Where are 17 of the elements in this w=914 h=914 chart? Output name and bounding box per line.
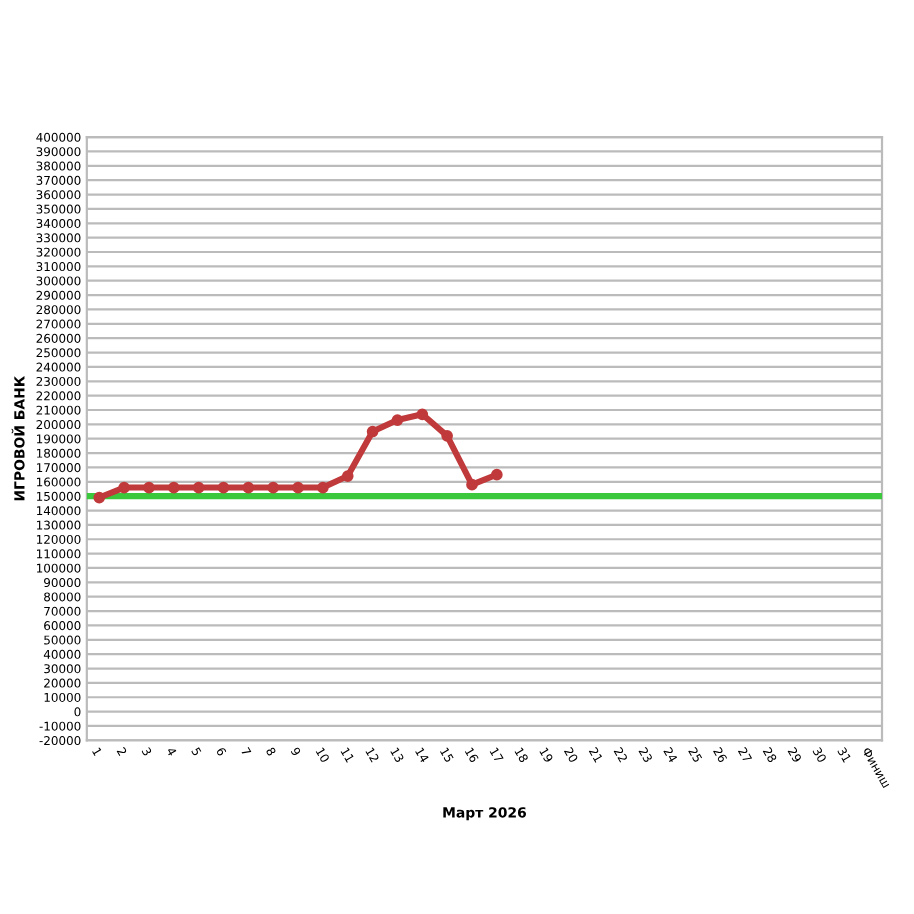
point	[93, 491, 106, 504]
point	[441, 430, 453, 442]
point	[242, 481, 255, 494]
point	[366, 425, 379, 438]
point	[317, 481, 329, 494]
point	[292, 481, 304, 494]
point	[416, 408, 429, 421]
point	[192, 481, 205, 494]
point	[466, 478, 478, 491]
point	[217, 481, 230, 494]
point	[391, 414, 404, 426]
point	[143, 481, 155, 494]
point	[491, 468, 503, 481]
point	[118, 481, 130, 494]
point	[341, 470, 354, 482]
point	[267, 481, 280, 494]
point	[167, 481, 180, 494]
